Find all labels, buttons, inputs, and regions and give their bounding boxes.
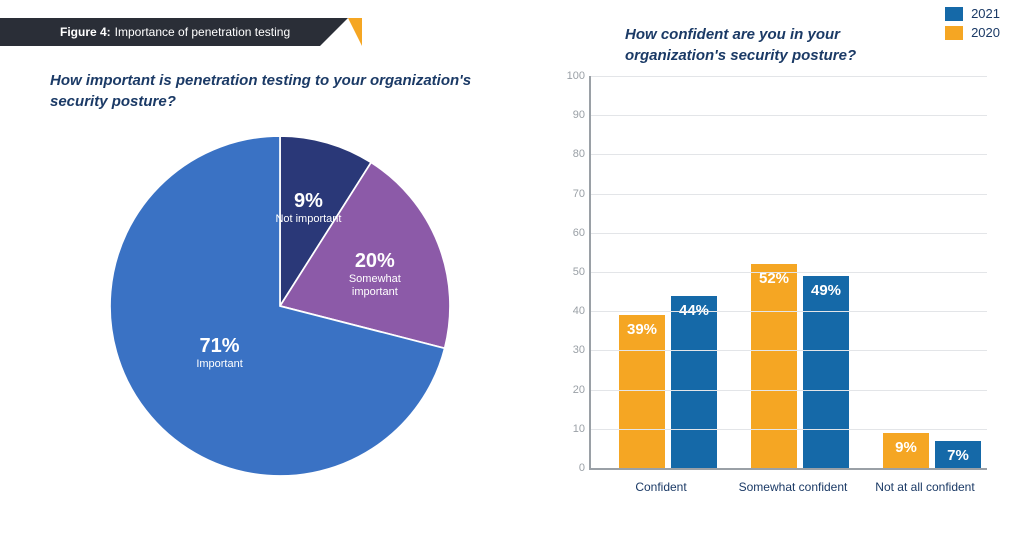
- bar-2020: 52%: [751, 264, 797, 468]
- figure-title: Importance of penetration testing: [115, 25, 290, 39]
- grid-line: [591, 390, 987, 391]
- y-tick: 60: [551, 227, 585, 239]
- y-tick: 20: [551, 384, 585, 396]
- pie-text-2: Important: [170, 358, 270, 371]
- pie-label-1: 20%Somewhat important: [325, 250, 425, 298]
- grid-line: [591, 115, 987, 116]
- bar-2021-label: 49%: [803, 282, 849, 299]
- bar-title: How confident are you in your organizati…: [625, 24, 925, 66]
- bar-2020: 9%: [883, 433, 929, 468]
- pie-pct-1: 20%: [325, 250, 425, 273]
- grid-line: [591, 311, 987, 312]
- bar-2020-label: 9%: [883, 439, 929, 456]
- y-tick: 10: [551, 423, 585, 435]
- y-tick: 80: [551, 148, 585, 160]
- pie-chart: 9%Not important 20%Somewhat important 71%I…: [110, 136, 450, 476]
- pie-pct-0: 9%: [258, 190, 358, 213]
- y-tick: 100: [551, 70, 585, 82]
- grid-line: [591, 154, 987, 155]
- pie-text-1: Somewhat important: [325, 273, 425, 298]
- pie-label-0: 9%Not important: [258, 190, 358, 226]
- bar-chart: 39%44%52%49%9%7% 0102030405060708090100C…: [555, 76, 995, 506]
- y-tick: 90: [551, 109, 585, 121]
- y-tick: 40: [551, 305, 585, 317]
- category-label: Somewhat confident: [733, 480, 853, 494]
- pie-pct-2: 71%: [170, 335, 270, 358]
- y-tick: 30: [551, 344, 585, 356]
- figure-header: Figure 4: Importance of penetration test…: [0, 18, 362, 46]
- pie-svg: [110, 136, 450, 476]
- y-tick: 0: [551, 462, 585, 474]
- pie-label-2: 71%Important: [170, 335, 270, 371]
- bar-2021-label: 7%: [935, 447, 981, 464]
- bar-2021-label: 44%: [671, 302, 717, 319]
- y-tick: 50: [551, 266, 585, 278]
- pie-title: How important is penetration testing to …: [50, 70, 510, 112]
- bar-2020: 39%: [619, 315, 665, 468]
- category-label: Confident: [601, 480, 721, 494]
- category-label: Not at all confident: [865, 480, 985, 494]
- grid-line: [591, 272, 987, 273]
- bar-2021: 7%: [935, 441, 981, 468]
- pie-panel: How important is penetration testing to …: [50, 70, 510, 476]
- grid-line: [591, 350, 987, 351]
- y-tick: 70: [551, 188, 585, 200]
- grid-line: [591, 429, 987, 430]
- figure-number: Figure 4:: [60, 25, 111, 39]
- x-axis: [589, 468, 987, 470]
- bar-2021: 44%: [671, 296, 717, 468]
- legend-item-2021: 2021: [945, 6, 1000, 21]
- grid-line: [591, 194, 987, 195]
- legend-label-2021: 2021: [971, 6, 1000, 21]
- bar-2020-label: 39%: [619, 321, 665, 338]
- grid-line: [591, 76, 987, 77]
- pie-text-0: Not important: [258, 213, 358, 226]
- grid-line: [591, 233, 987, 234]
- bar-panel: How confident are you in your organizati…: [555, 24, 995, 506]
- figure-header-bar: Figure 4: Importance of penetration test…: [0, 18, 320, 46]
- legend-swatch-2021: [945, 7, 963, 21]
- bar-2021: 49%: [803, 276, 849, 468]
- header-accent: [348, 18, 362, 46]
